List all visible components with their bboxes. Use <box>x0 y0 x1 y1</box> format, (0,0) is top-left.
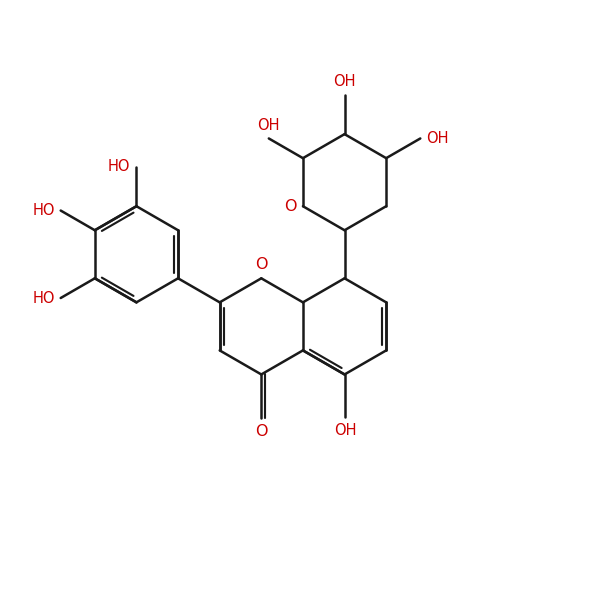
Text: OH: OH <box>334 74 356 89</box>
Text: OH: OH <box>334 422 357 437</box>
Text: O: O <box>255 257 268 272</box>
Text: O: O <box>284 199 297 214</box>
Text: HO: HO <box>32 290 55 305</box>
Text: HO: HO <box>108 160 131 175</box>
Text: OH: OH <box>426 131 449 146</box>
Text: HO: HO <box>32 203 55 218</box>
Text: OH: OH <box>257 118 280 133</box>
Text: O: O <box>255 424 268 439</box>
